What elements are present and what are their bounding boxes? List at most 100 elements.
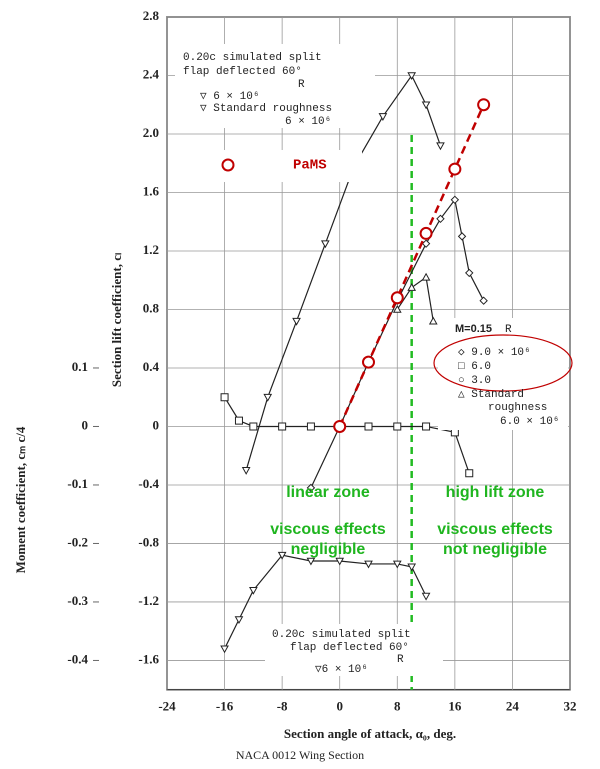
data-point: [407, 283, 417, 291]
x-tick-label: -16: [216, 699, 234, 714]
series-line: [224, 554, 427, 650]
y2-tick-label: -0.1: [67, 476, 88, 491]
data-point: [249, 422, 258, 431]
data-point: [422, 422, 431, 431]
y-tick-label: 1.6: [143, 183, 160, 198]
legend-text: M=0.15: [455, 323, 492, 335]
y-tick-label: 0: [153, 417, 160, 432]
data-point: [234, 416, 243, 425]
zone-label: negligible: [291, 541, 366, 558]
legend-box: [172, 150, 362, 182]
data-point: [361, 355, 376, 369]
x-tick-label: -24: [158, 699, 176, 714]
legend-text: □ 6.0: [458, 361, 491, 373]
footer: NACA 0012 Wing Section: [236, 748, 364, 762]
y2-tick-label: -0.4: [67, 651, 88, 666]
data-point: [392, 304, 402, 313]
zone-label: linear zone: [286, 484, 370, 501]
data-point: [220, 393, 229, 402]
x-tick-label: 16: [448, 699, 462, 714]
data-point: [407, 563, 417, 572]
data-point: [421, 272, 431, 281]
data-point: [448, 162, 462, 176]
legend-text: 6.0 × 10⁶: [500, 416, 559, 428]
data-point: [421, 592, 431, 601]
y-tick-label: -0.8: [138, 534, 159, 549]
data-point: [306, 422, 315, 431]
y-tick-label: 1.2: [143, 242, 159, 257]
series-line: [396, 276, 434, 322]
data-point: [378, 113, 388, 121]
legend-text: flap deflected 60°: [290, 642, 409, 654]
legend-text: R: [397, 654, 404, 666]
legend-box: [438, 318, 568, 430]
data-point: [477, 98, 491, 112]
y-tick-label: -0.4: [138, 476, 159, 491]
legend-text: 0.20c simulated split: [183, 52, 322, 64]
legend-text: roughness: [488, 402, 547, 414]
data-point: [392, 560, 402, 569]
data-point: [220, 645, 229, 654]
data-point: [450, 195, 460, 205]
data-point: [465, 469, 474, 478]
y-tick-label: 2.0: [143, 125, 159, 140]
data-point: [306, 483, 316, 493]
data-point: [292, 317, 301, 326]
data-point: [421, 101, 431, 110]
legend-box: [175, 44, 375, 128]
x-axis-label: Section angle of attack, α₀, deg.: [284, 726, 456, 741]
legend-text: ▽6 × 10⁶: [315, 664, 368, 676]
data-point: [428, 316, 438, 325]
legend-text: PaMS: [293, 158, 327, 174]
y-tick-label: 0.8: [143, 300, 160, 315]
y-tick-label: -1.2: [138, 593, 159, 608]
y-axis-label: Section lift coefficient, cₗ: [109, 253, 124, 387]
highlight-ellipse: [433, 334, 573, 392]
data-point: [364, 422, 373, 431]
data-point: [234, 616, 244, 625]
legend-marker: [221, 158, 235, 172]
y2-tick-label: -0.3: [67, 593, 88, 608]
data-point: [479, 296, 488, 305]
zone-label: high lift zone: [446, 484, 545, 501]
legend-text: 6 × 10⁶: [285, 116, 331, 128]
y-tick-label: 2.8: [143, 8, 160, 23]
y2-tick-label: 0.1: [72, 359, 88, 374]
data-point: [277, 551, 287, 560]
y-tick-label: -1.6: [138, 651, 159, 666]
y-tick-label: 0.4: [143, 359, 160, 374]
legend-text: 0.20c simulated split: [272, 629, 411, 641]
data-point: [407, 72, 417, 81]
data-point: [278, 422, 287, 431]
legend-text: ○ 3.0: [458, 375, 491, 387]
legend-text: ▽ Standard roughness: [200, 103, 332, 115]
legend-text: ◇ 9.0 × 10⁶: [458, 347, 531, 359]
legend-text: flap deflected 60°: [183, 66, 302, 78]
legend-text: △ Standard: [458, 389, 524, 401]
data-point: [457, 232, 467, 241]
data-point: [390, 291, 404, 305]
series-line: [338, 104, 485, 427]
series-line: [310, 198, 485, 489]
data-point: [465, 268, 474, 278]
y-tick-label: 2.4: [143, 66, 160, 81]
data-point: [421, 239, 431, 248]
zone-label: viscous effects: [270, 521, 386, 538]
x-tick-label: 32: [564, 699, 577, 714]
data-point: [436, 142, 445, 151]
x-tick-label: 8: [394, 699, 401, 714]
zone-label: viscous effects: [437, 521, 553, 538]
data-point: [241, 467, 251, 475]
data-point: [436, 214, 445, 224]
data-point: [393, 422, 402, 431]
data-point: [306, 557, 316, 566]
y2-tick-label: 0: [82, 417, 89, 432]
data-point: [335, 557, 345, 566]
data-point: [249, 586, 258, 595]
x-tick-label: -8: [277, 699, 288, 714]
data-point: [320, 240, 330, 249]
y2-axis-label: Moment coefficient, cₘ c/4: [13, 426, 28, 573]
data-point: [263, 393, 273, 402]
legend-text: R: [505, 324, 512, 336]
